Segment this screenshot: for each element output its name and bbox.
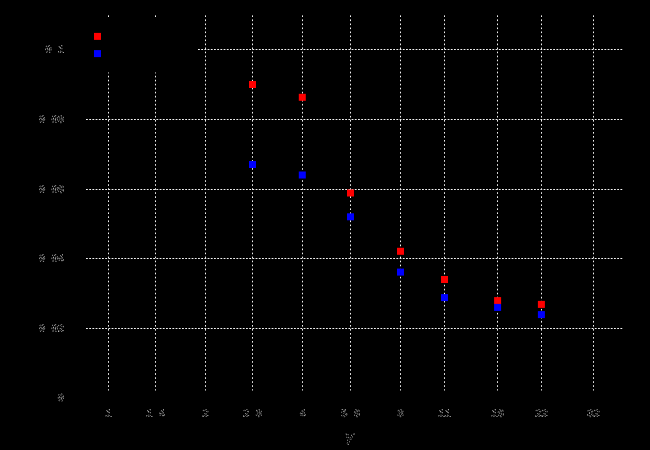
svg-text:16: 16	[491, 408, 503, 420]
svg-text:0.08: 0.08	[39, 114, 64, 126]
svg-text:γ: γ	[345, 430, 354, 446]
svg-text:8: 8	[397, 408, 403, 420]
svg-text:32: 32	[587, 408, 599, 420]
svg-text:0.1: 0.1	[45, 44, 64, 56]
svg-text:2.8: 2.8	[243, 408, 262, 420]
svg-text:1.4: 1.4	[146, 408, 165, 420]
svg-text:22: 22	[535, 408, 547, 420]
svg-text:1: 1	[105, 408, 111, 420]
svg-text:0.06: 0.06	[39, 184, 64, 196]
svg-text:0.02: 0.02	[39, 323, 64, 335]
svg-text:4: 4	[299, 408, 305, 420]
svg-text:2: 2	[202, 408, 208, 420]
svg-text:5.6: 5.6	[341, 408, 360, 420]
svg-text:11: 11	[438, 408, 450, 420]
svg-text:0.04: 0.04	[39, 253, 64, 265]
svg-text:0: 0	[58, 393, 64, 405]
